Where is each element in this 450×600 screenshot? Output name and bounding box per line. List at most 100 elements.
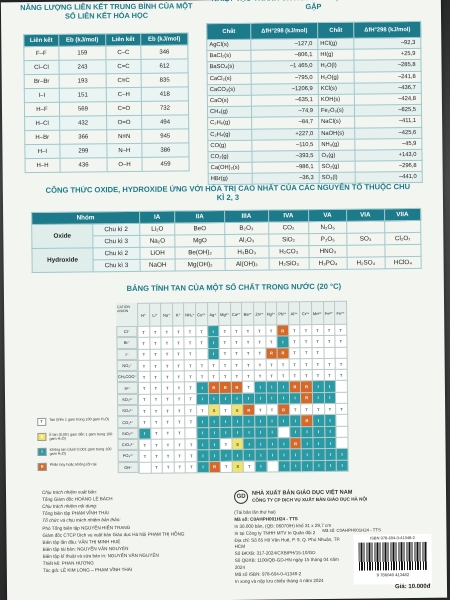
table-cell: N≡N	[106, 129, 142, 144]
table-cell: 835	[141, 72, 189, 88]
table-cell: SiO₂	[268, 233, 309, 247]
solubility-cell: I	[196, 427, 209, 439]
table-cell: CaO(s)	[207, 95, 252, 107]
cation-label: Ba²⁺	[241, 302, 254, 326]
table-cell	[346, 220, 385, 234]
solubility-cell: I	[255, 460, 267, 473]
solubility-cell: T	[185, 461, 198, 473]
solubility-cell: T	[137, 326, 150, 338]
solubility-cell: T	[288, 347, 301, 359]
table-cell: 418	[141, 86, 189, 102]
column-header: IIA	[174, 210, 225, 224]
cation-label: Fe³⁺	[334, 301, 347, 325]
solubility-cell: R	[277, 347, 289, 359]
solubility-cell: T	[161, 359, 174, 372]
table-cell: LiOH	[139, 247, 176, 260]
grid-header-row: H⁺ Li⁺ Na⁺ K⁺ NH₄⁺ Cu²⁺ Ag⁺ Mg²⁺ Ca²⁺ Ba²⁺ Zn²⁺ Hg²…	[137, 301, 347, 327]
solubility-cell: T	[184, 325, 196, 338]
solubility-cell: I	[243, 426, 255, 439]
table-cell: 243	[58, 59, 107, 75]
solubility-cell: T	[150, 450, 163, 462]
solubility-cell: I	[324, 459, 337, 472]
solubility-cell: I	[207, 325, 220, 337]
solubility-cell: T	[230, 347, 243, 360]
table-cell: KOH(s)	[318, 94, 355, 106]
table-cell: H–Cl	[24, 116, 60, 131]
solubility-cell: T	[172, 325, 185, 338]
solubility-cell: I	[196, 416, 209, 428]
solubility-cell: I	[243, 438, 256, 450]
solubility-cell: T	[184, 359, 197, 372]
credits: Chịu trách nhiệm xuất bản: Tổng Giám đốc …	[42, 487, 233, 574]
solubility-cell: I	[197, 461, 209, 473]
solubility-cell: I	[265, 381, 278, 393]
table-cell: –393,5	[252, 150, 320, 163]
solubility-cell: T	[162, 427, 174, 440]
thermo-title: NHIỆT TẠO THÀNH CHUẨN CỦA MỘT SỐ CHẤT TH…	[212, 0, 416, 12]
cation-label: Na⁺	[160, 303, 173, 327]
solubility-cell: I	[219, 393, 232, 405]
solubility-cell: T	[254, 358, 266, 371]
solubility-cell: T	[173, 438, 186, 451]
table-cell: H₂SiO₃	[268, 257, 310, 271]
solubility-cell: T	[138, 382, 151, 395]
solubility-cell	[277, 426, 290, 438]
solubility-cell: T	[334, 324, 347, 336]
table-cell: I–I	[24, 88, 60, 103]
solubility-cell: T	[149, 337, 162, 349]
table-cell: SO₃	[346, 232, 385, 246]
solubility-cell: I	[336, 448, 348, 460]
solubility-cell: R	[289, 381, 301, 393]
table-cell: 945	[141, 128, 189, 144]
solubility-cell: T	[219, 336, 231, 349]
solubility-cell: T	[220, 460, 233, 473]
solubility-cell: T	[312, 358, 324, 370]
solubility-cell: I	[254, 438, 267, 450]
oxide-table: Nhóm IA IIA IIIA IVA VA VIA VIIA Oxide Chu kì 2 Li…	[31, 208, 422, 273]
table-cell: Cl₂O₇	[384, 232, 421, 245]
solubility-cell: I	[208, 427, 221, 439]
table-cell: BaCl₂(s)	[206, 50, 252, 63]
table-cell: AgCl(s)	[206, 39, 252, 51]
solubility-cell	[323, 346, 336, 359]
solubility-cell: T	[242, 347, 255, 360]
solubility-cell: T	[161, 371, 174, 383]
table-cell: H–I	[24, 144, 60, 159]
solubility-cell: T	[219, 404, 232, 416]
solubility-cell: T	[219, 359, 231, 371]
solubility-cell: I	[243, 449, 256, 461]
table-cell: 193	[59, 73, 107, 89]
solubility-cell: T	[173, 450, 186, 462]
table-cell: Chu kì 3	[92, 235, 140, 248]
table-cell: –436,7	[354, 82, 422, 95]
table-cell: F–F	[23, 46, 59, 61]
solubility-cell: T	[150, 439, 163, 451]
column-header: Chất	[317, 22, 355, 39]
solubility-cell: I	[242, 392, 255, 405]
solubility-cell: I	[208, 449, 221, 462]
solubility-cell: I	[312, 392, 325, 404]
table-cell: C₂H₆(g)	[207, 117, 253, 130]
solubility-cell: T	[196, 359, 208, 371]
solubility-cell: T	[335, 403, 348, 415]
solubility-cell: T	[218, 325, 231, 337]
table-cell: –74,9	[251, 105, 319, 118]
table-cell: +227,0	[252, 127, 319, 140]
credit-line: Tác giả: LÊ KIM LONG – PHẠM VĨNH THÁI	[42, 567, 133, 574]
solubility-cell: T	[300, 335, 312, 348]
table-cell: HI(g)	[317, 49, 355, 61]
price-label: Giá: 10.000đ	[394, 583, 431, 591]
table-cell: –635,1	[251, 94, 319, 107]
solubility-cell: I	[301, 448, 314, 461]
table-cell: Na₂O	[139, 235, 176, 248]
table-cell: 569	[59, 101, 107, 117]
solubility-cell: I	[208, 438, 221, 450]
solubility-cell: T	[230, 325, 243, 337]
cation-label: Mg²⁺	[218, 302, 231, 326]
imprint-line: Địa chỉ: Số 65 Hồ Văn Huê, P. 9, Q. Phú …	[234, 536, 341, 550]
table-cell: Be(OH)₂	[175, 246, 225, 260]
table-cell: CH₄(g)	[207, 106, 252, 118]
solubility-cell: I	[266, 415, 278, 427]
table-cell: CO(g)	[207, 139, 253, 152]
solubility-cell: I	[243, 415, 255, 427]
